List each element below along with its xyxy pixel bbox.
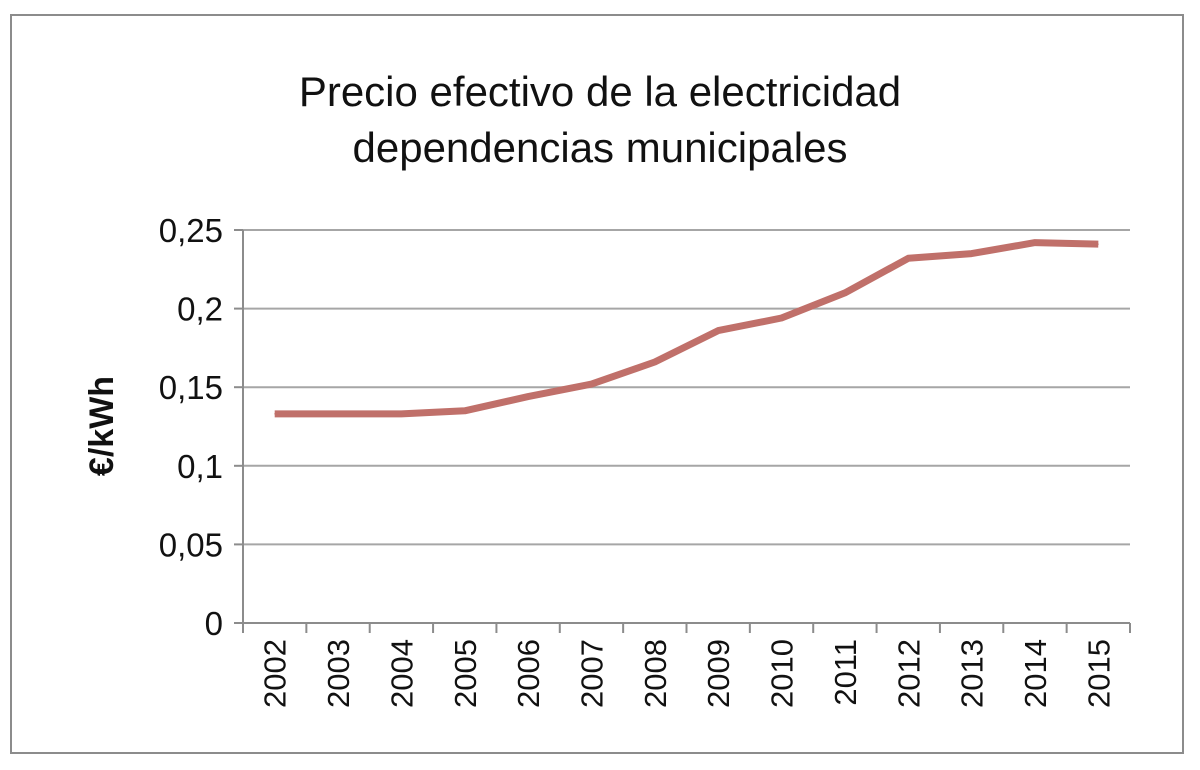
x-tick-label: 2006 [511,639,546,708]
x-tick-label: 2002 [258,639,293,708]
data-point [400,413,402,415]
data-point [464,410,466,412]
data-point [654,361,656,363]
data-point [781,317,783,319]
y-tick-label: 0 [205,605,223,642]
x-tick-label: 2014 [1018,639,1053,708]
data-point [1097,243,1099,245]
y-tick-labels: 0 0,05 0,1 0,15 0,2 0,25 [159,212,223,642]
data-point [527,396,529,398]
x-tick-label: 2007 [574,639,609,708]
y-tick-label: 0,05 [159,526,223,563]
series-lines [274,239,1099,418]
x-tick-label: 2004 [384,639,419,708]
x-tick-label: 2003 [321,639,356,708]
data-point [971,253,973,255]
x-tick-label: 2010 [765,639,800,708]
chart-title: Precio efectivo de la electricidad depen… [0,64,1200,176]
data-point [1034,242,1036,244]
y-tick-label: 0,15 [159,369,223,406]
y-tick-label: 0,25 [159,212,223,249]
data-point [717,330,719,332]
data-point [590,383,592,385]
gridlines [243,229,1130,546]
x-tick-label: 2005 [448,639,483,708]
chart-title-line-2: dependencias municipales [352,124,848,171]
x-tick-label: 2012 [891,639,926,708]
data-point [844,292,846,294]
y-axis-label: €/kWh [83,376,121,476]
data-point [274,413,276,415]
x-tick-label: 2013 [955,639,990,708]
series-line-0 [274,239,1099,418]
data-point [907,257,909,259]
data-point [337,413,339,415]
y-tick-label: 0,1 [177,448,223,485]
y-tick-label: 0,2 [177,291,223,328]
x-tick-label: 2008 [638,639,673,708]
x-tick-label: 2009 [701,639,736,708]
x-tick-label: 2011 [828,639,863,706]
axes [234,229,1131,633]
chart-title-line-1: Precio efectivo de la electricidad [298,68,902,115]
x-tick-label: 2015 [1081,639,1116,708]
x-tick-labels: 2002 2003 2004 2005 2006 2007 2008 2009 2010 2011… [258,639,1117,708]
